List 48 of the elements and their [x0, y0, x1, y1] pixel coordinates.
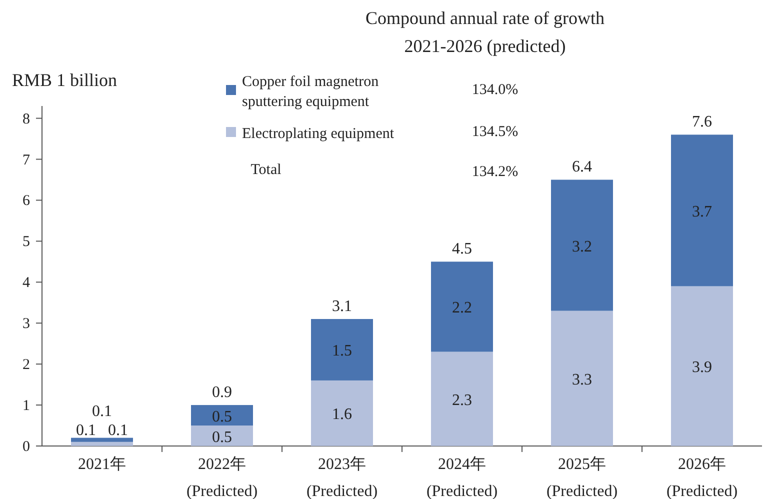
data-label: 3.7 [692, 203, 712, 220]
total-label: 0.9 [212, 384, 232, 402]
data-label: 1.6 [332, 406, 352, 424]
data-label: 2.2 [452, 300, 472, 317]
data-label: 3.9 [692, 359, 712, 376]
y-tick-label: 8 [22, 111, 30, 128]
data-label: 0.5 [212, 428, 232, 446]
bar [671, 134, 733, 286]
y-tick-label: 4 [22, 275, 30, 292]
bar [671, 286, 733, 446]
bar [191, 405, 253, 426]
y-tick-label: 7 [22, 152, 30, 168]
bar [551, 180, 613, 311]
bar [431, 262, 493, 352]
data-label: 2.3 [452, 392, 472, 409]
y-tick-label: 6 [22, 193, 30, 210]
total-label: 3.1 [332, 298, 352, 316]
annotation: 134.2% [472, 164, 518, 180]
data-label: 0.5 [212, 408, 232, 426]
data-label: 3.2 [572, 238, 592, 256]
y-tick-label: 5 [22, 234, 30, 250]
legend-label: Electroplating equipment [242, 126, 395, 142]
legend-label: Copper foil magnetron sputtering equipment [242, 74, 380, 110]
data-label: 1.5 [332, 342, 352, 360]
y-tick-label: 3 [22, 316, 30, 332]
data-label: 0.1 [76, 422, 96, 439]
y-tick-label: 1 [22, 398, 30, 414]
annotation: 134.5% [472, 124, 518, 140]
total-label: 7.6 [692, 114, 712, 131]
bar [191, 426, 253, 446]
bar [71, 442, 133, 446]
y-axis-title: RMB 1 billion [12, 70, 118, 90]
annotation: Total [250, 162, 282, 178]
bar [431, 352, 493, 446]
y-tick-label: 2 [22, 357, 30, 374]
bar [311, 380, 373, 446]
data-label: 0.1 [92, 402, 112, 420]
y-tick-label: 0 [22, 439, 30, 455]
data-label: 3.3 [572, 371, 592, 388]
bar [71, 438, 133, 442]
x-tick-label: 2021年 [78, 456, 126, 473]
total-label: 0.1 [108, 422, 128, 439]
bar [551, 310, 613, 446]
bar [311, 319, 373, 380]
chart-title: Compound annual rate of growth 2021-2026 (predicted) [366, 8, 604, 56]
total-label: 6.4 [572, 158, 592, 176]
total-label: 4.5 [452, 240, 472, 258]
text: 134.0% [472, 82, 518, 98]
